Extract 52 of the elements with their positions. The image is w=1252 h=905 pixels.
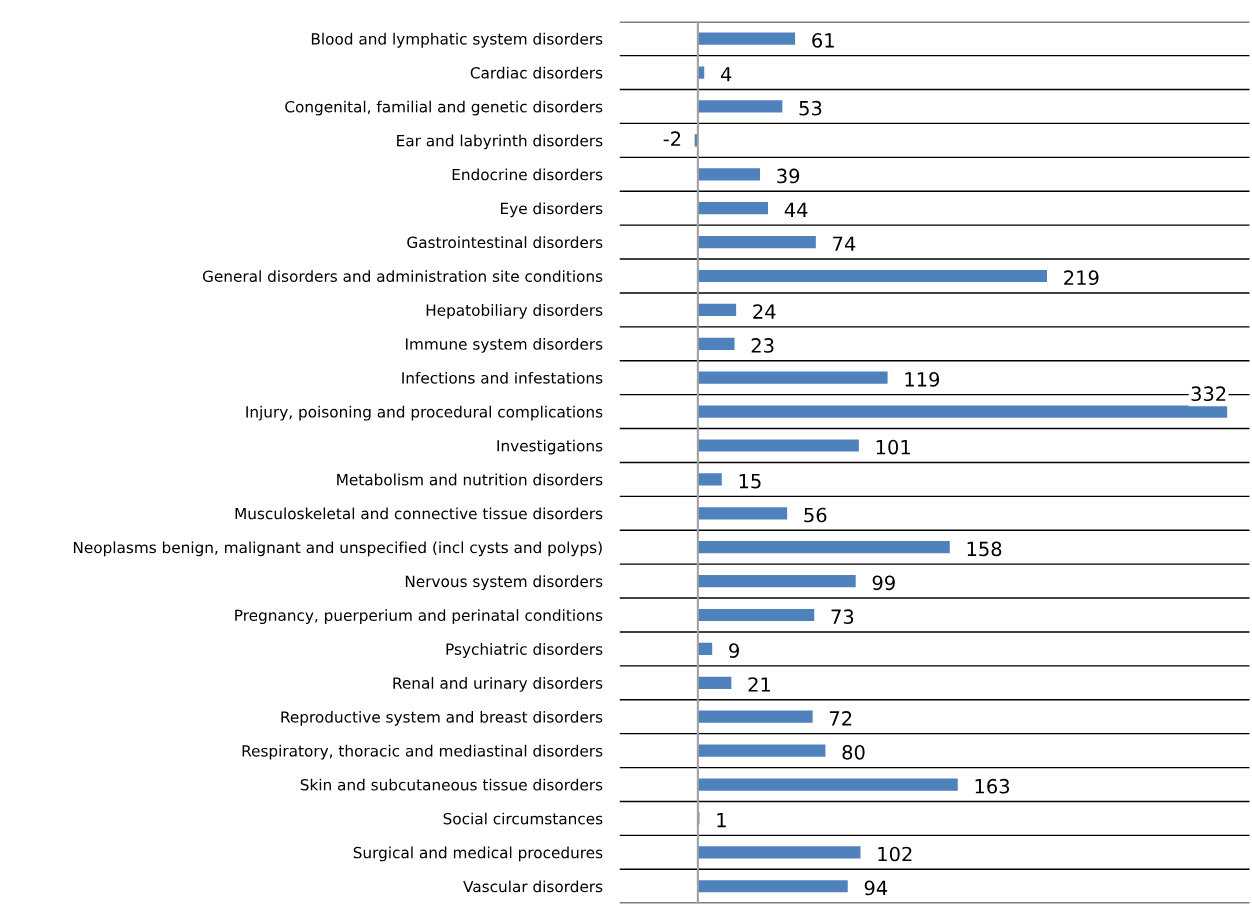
data-label: 61 bbox=[812, 33, 834, 48]
data-label: 53 bbox=[799, 100, 822, 116]
data-label: 1 bbox=[717, 813, 726, 828]
y-tick-label: Gastrointestinal disorders bbox=[407, 236, 603, 249]
y-tick-label: Injury, poisoning and procedural complications bbox=[246, 405, 603, 421]
data-label: 119 bbox=[905, 372, 940, 387]
y-tick-label: Social circumstances bbox=[443, 812, 603, 825]
data-label: -2 bbox=[663, 131, 681, 146]
data-label: 99 bbox=[872, 575, 895, 591]
data-label: 39 bbox=[777, 168, 800, 184]
data-label: 74 bbox=[833, 236, 856, 251]
y-tick-label: Reproductive system and breast disorders bbox=[281, 710, 603, 726]
y-tick-label: Blood and lymphatic system disorders bbox=[311, 32, 603, 48]
y-tick-label: Renal and urinary disorders bbox=[393, 677, 603, 692]
data-label: 24 bbox=[753, 304, 776, 319]
data-label: 94 bbox=[864, 880, 888, 896]
y-tick-label: Ear and labyrinth disorders bbox=[397, 134, 603, 150]
data-label: 56 bbox=[804, 507, 827, 523]
y-tick-label: Immune system disorders bbox=[405, 337, 603, 353]
y-tick-label: Musculoskeletal and connective tissue disorders bbox=[235, 507, 603, 520]
data-label: 101 bbox=[876, 439, 910, 455]
data-label: 23 bbox=[751, 338, 774, 353]
data-label: 44 bbox=[784, 202, 808, 217]
y-tick-label: Eye disorders bbox=[501, 202, 603, 218]
y-tick-label: Endocrine disorders bbox=[452, 168, 603, 181]
y-tick-label: Hepatobiliary disorders bbox=[426, 304, 603, 319]
y-tick-label: General disorders and administration site conditions bbox=[202, 270, 603, 283]
y-tick-label: Vascular disorders bbox=[463, 880, 603, 893]
y-tick-label: Nervous system disorders bbox=[405, 575, 603, 591]
y-tick-label: Psychiatric disorders bbox=[446, 643, 603, 658]
y-tick-label: Skin and subcutaneous tissue disorders bbox=[300, 778, 603, 791]
y-tick-label: Neoplasms benign, malignant and unspecified (incl cysts and polyps) bbox=[73, 541, 602, 557]
y-tick-label: Respiratory, thoracic and mediastinal disorders bbox=[242, 744, 603, 760]
data-label: 73 bbox=[831, 609, 854, 625]
data-label: 332 bbox=[1191, 386, 1226, 402]
y-tick-label: Congenital, familial and genetic disorders bbox=[285, 100, 603, 116]
data-label: 15 bbox=[739, 473, 761, 489]
data-label: 21 bbox=[748, 677, 771, 692]
data-label: 80 bbox=[842, 744, 865, 760]
y-tick-label: Infections and infestations bbox=[402, 371, 603, 384]
data-label: 4 bbox=[720, 67, 732, 82]
data-label: 102 bbox=[878, 846, 912, 862]
data-label: 9 bbox=[729, 643, 739, 658]
y-tick-label: Surgical and medical procedures bbox=[353, 846, 603, 862]
data-label: 219 bbox=[1064, 270, 1099, 286]
y-tick-label: Pregnancy, puerperium and perinatal conditions bbox=[235, 609, 603, 624]
y-tick-label: Cardiac disorders bbox=[470, 66, 603, 79]
data-label: 72 bbox=[829, 711, 852, 726]
y-tick-label: Investigations bbox=[497, 439, 603, 455]
data-label: 163 bbox=[975, 778, 1010, 794]
y-tick-label: Metabolism and nutrition disorders bbox=[337, 473, 603, 486]
data-label: 158 bbox=[967, 541, 1002, 557]
